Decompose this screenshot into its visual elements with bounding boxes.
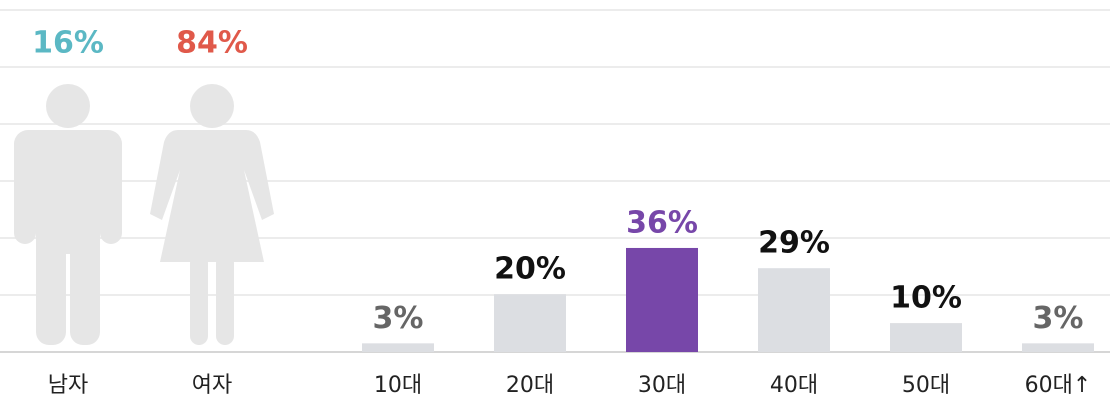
bar [362, 343, 434, 352]
value-label: 36% [626, 205, 698, 240]
bar [758, 268, 830, 352]
value-label: 10% [890, 281, 962, 316]
bar [626, 247, 698, 352]
x-tick-label: 남자 [48, 373, 88, 398]
x-tick-label: 40대 [770, 373, 818, 398]
bar [494, 294, 566, 352]
x-tick-label: 30대 [638, 373, 686, 398]
bar [1022, 343, 1094, 352]
value-label: 29% [758, 226, 830, 261]
x-tick-label: 60대↑ [1025, 373, 1092, 398]
value-label: 16% [32, 26, 104, 61]
x-tick-label: 50대 [902, 373, 950, 398]
x-tick-label: 20대 [506, 373, 554, 398]
value-label: 20% [494, 252, 566, 287]
value-label: 3% [1033, 301, 1084, 336]
bar [890, 323, 962, 352]
value-label: 84% [176, 26, 248, 61]
x-tick-label: 10대 [374, 373, 422, 398]
x-tick-label: 여자 [192, 373, 232, 398]
value-label: 3% [373, 301, 424, 336]
